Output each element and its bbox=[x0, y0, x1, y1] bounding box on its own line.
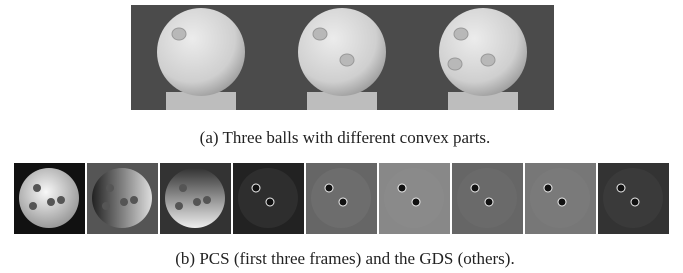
dimple bbox=[485, 198, 493, 206]
dimple bbox=[558, 198, 566, 206]
ball bbox=[298, 8, 386, 96]
ball bbox=[165, 168, 225, 228]
dimple bbox=[631, 198, 639, 206]
ball bbox=[19, 168, 79, 228]
dimple bbox=[179, 184, 187, 192]
caption-a: (a) Three balls with different convex pa… bbox=[200, 128, 491, 147]
figure: (a) Three balls with different convex pa… bbox=[0, 0, 683, 273]
dimple bbox=[57, 196, 65, 204]
dimple bbox=[33, 184, 41, 192]
bottom-images bbox=[14, 163, 669, 234]
dimple bbox=[412, 198, 420, 206]
dimple bbox=[29, 202, 37, 210]
dimple bbox=[203, 196, 211, 204]
dimple bbox=[175, 202, 183, 210]
caption-b: (b) PCS (first three frames) and the GDS… bbox=[175, 249, 514, 268]
ball bbox=[157, 8, 245, 96]
ball bbox=[92, 168, 152, 228]
dimple bbox=[47, 198, 55, 206]
dimple bbox=[130, 196, 138, 204]
ball bbox=[439, 8, 527, 96]
dimple bbox=[266, 198, 274, 206]
dimple bbox=[617, 184, 625, 192]
page: (a) Three balls with different convex pa… bbox=[0, 0, 683, 273]
dimple bbox=[313, 28, 327, 40]
dimple bbox=[544, 184, 552, 192]
dimple bbox=[172, 28, 186, 40]
dimple bbox=[193, 198, 201, 206]
dimple bbox=[120, 198, 128, 206]
dimple bbox=[398, 184, 406, 192]
dimple bbox=[106, 184, 114, 192]
top-images bbox=[131, 5, 554, 110]
dimple bbox=[481, 54, 495, 66]
dimple bbox=[325, 184, 333, 192]
dimple bbox=[448, 58, 462, 70]
dimple bbox=[339, 198, 347, 206]
dimple bbox=[471, 184, 479, 192]
dimple bbox=[102, 202, 110, 210]
dimple bbox=[252, 184, 260, 192]
dimple bbox=[340, 54, 354, 66]
dimple bbox=[454, 28, 468, 40]
